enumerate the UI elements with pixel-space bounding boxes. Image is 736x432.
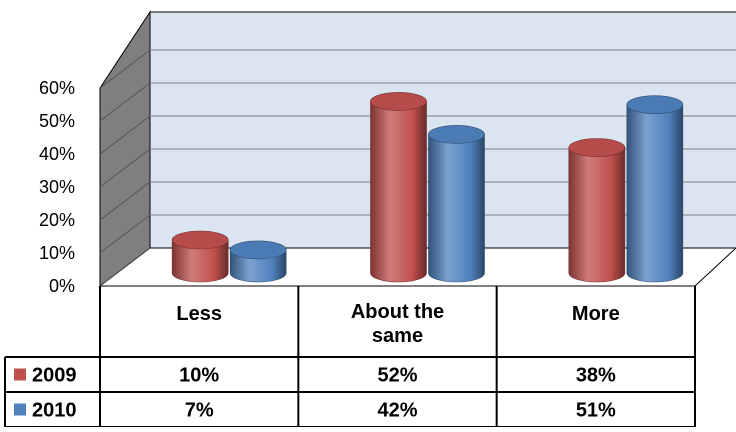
data-label: 42% [377, 400, 417, 422]
data-label: 51% [576, 400, 616, 422]
bar-top [229, 240, 287, 260]
bar-2010-1 [428, 125, 485, 283]
data-label: 7% [185, 400, 214, 422]
data-label: 38% [576, 365, 616, 387]
side-wall [99, 10, 151, 288]
bar-top [428, 125, 485, 144]
bar-top [370, 92, 427, 111]
side-gridline [99, 148, 151, 188]
legend-swatch-2009 [14, 368, 26, 381]
bar-top [568, 138, 626, 157]
category-label: same [372, 325, 423, 347]
y-tick-label: 10% [39, 243, 75, 263]
side-gridline [99, 181, 151, 221]
series-label-2009: 2009 [32, 365, 77, 387]
legend-swatch-2010 [14, 403, 26, 416]
bar-body [626, 104, 684, 283]
y-tick-label: 0% [49, 276, 75, 296]
bar-2010-2 [626, 95, 684, 283]
y-tick-label: 30% [39, 177, 75, 197]
category-label: Less [176, 303, 222, 325]
bar-body [428, 134, 485, 283]
side-gridline [99, 82, 151, 122]
y-tick-label: 20% [39, 210, 75, 230]
bar-top [171, 230, 229, 250]
y-tick-label: 60% [39, 78, 75, 98]
side-gridline [99, 214, 151, 254]
bar-body [171, 239, 229, 283]
bar-2009-1 [370, 92, 427, 283]
bar-2009-0 [171, 230, 229, 283]
bar-top [626, 95, 684, 114]
series-label-2010: 2010 [32, 400, 77, 422]
bar-body [568, 147, 626, 283]
bar-body [370, 101, 427, 283]
side-gridline [99, 247, 151, 287]
bar-2010-0 [229, 240, 287, 283]
category-label: More [572, 303, 620, 325]
y-tick-label: 40% [39, 144, 75, 164]
side-gridline [99, 115, 151, 155]
data-label: 10% [179, 365, 219, 387]
bar-2009-2 [568, 138, 626, 283]
category-label: About the [351, 301, 444, 323]
data-label: 52% [377, 365, 417, 387]
y-tick-label: 50% [39, 111, 75, 131]
side-gridline [99, 49, 151, 89]
